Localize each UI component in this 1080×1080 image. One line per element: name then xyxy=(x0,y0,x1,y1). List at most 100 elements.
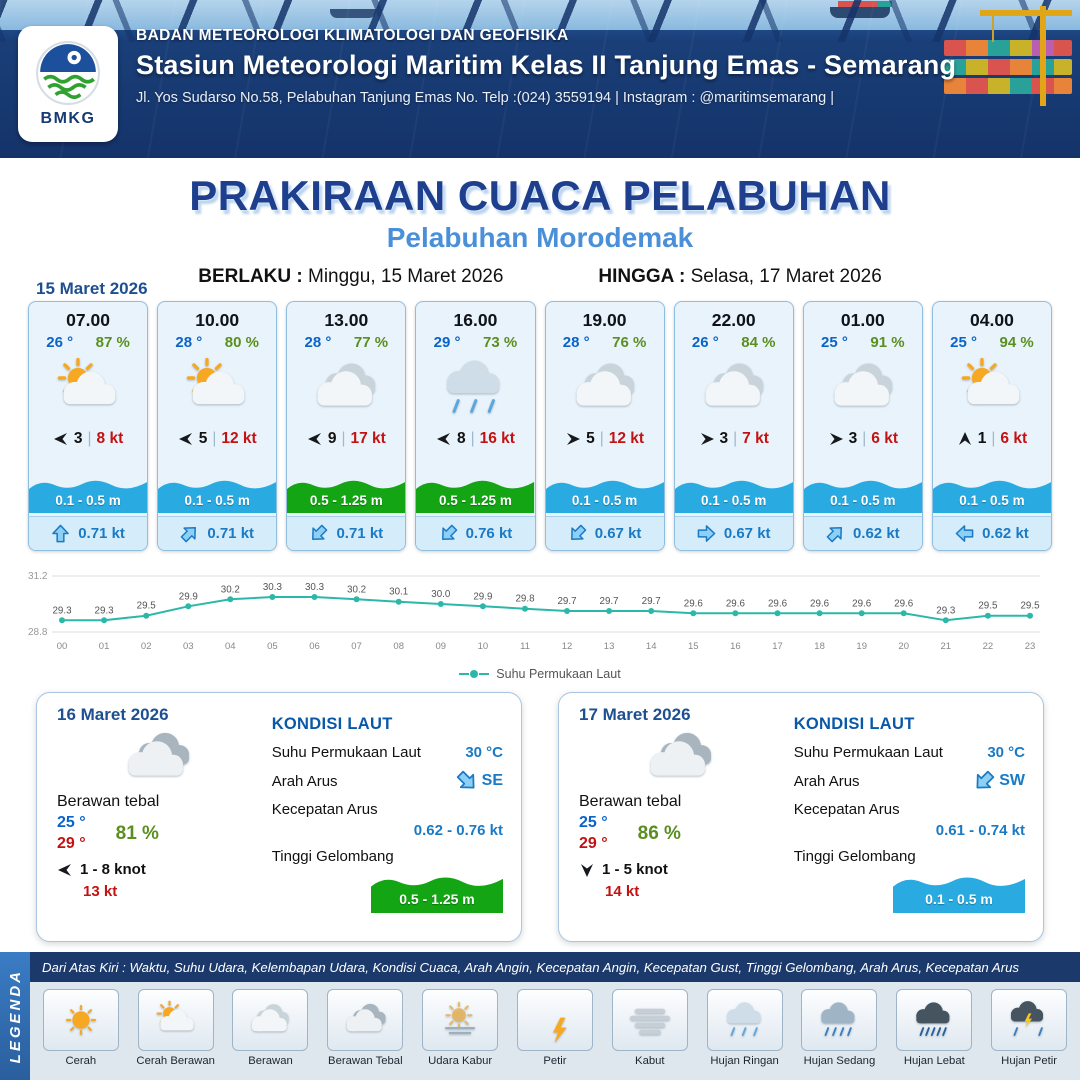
air-temperature: 26 ° xyxy=(46,334,74,351)
humidity: 86 % xyxy=(637,822,681,844)
legend-item: Petir xyxy=(511,989,599,1067)
legend-label: Cerah Berawan xyxy=(136,1055,215,1067)
daily-cards-row: 16 Maret 2026 Berawan tebal 25 ° 29 ° 81 … xyxy=(36,692,1044,942)
svg-text:08: 08 xyxy=(393,641,404,652)
svg-text:12: 12 xyxy=(562,641,573,652)
current-direction-icon xyxy=(697,525,716,542)
valid-to: HINGGA : Selasa, 17 Maret 2026 xyxy=(598,266,881,288)
legend-label: Kabut xyxy=(635,1055,665,1067)
legend-item: Hujan Petir xyxy=(985,989,1073,1067)
air-temperature: 25 ° xyxy=(950,334,977,351)
legend-item: Hujan Sedang xyxy=(795,989,883,1067)
current-direction-icon xyxy=(456,770,475,789)
svg-text:29.7: 29.7 xyxy=(600,596,619,607)
wind-speed: 8 xyxy=(456,430,466,447)
forecast-card: 04.00 25 ° 94 % 1 | 6 kt 0.1 - 0.5 m 0.62 k… xyxy=(931,301,1052,551)
wave-icon xyxy=(416,480,535,513)
sea-condition-title: KONDISI LAUT xyxy=(271,715,393,733)
legend-icon-cerah-berawan xyxy=(137,989,214,1051)
current-dir-value: SW xyxy=(973,770,1025,792)
daily-condition: Berawan tebal xyxy=(57,793,160,810)
bmkg-logo-text: BMKG xyxy=(40,110,96,127)
wave-height-band: 0.1 - 0.5 m xyxy=(158,473,277,513)
legend-icon-hujan-ringan xyxy=(706,989,783,1051)
current-direction-icon xyxy=(181,527,197,543)
legend-label: Berawan xyxy=(248,1055,293,1067)
hingga-value: Selasa, 17 Maret 2026 xyxy=(690,266,882,287)
svg-text:29.5: 29.5 xyxy=(1020,601,1040,612)
wave-icon xyxy=(371,877,503,913)
legend-item: Kabut xyxy=(606,989,694,1067)
bmkg-logo: BMKG xyxy=(18,26,118,142)
legend-icon-berawan xyxy=(232,989,309,1051)
wind-direction-icon xyxy=(53,433,67,445)
wave-height-band: 0.5 - 1.25 m xyxy=(416,473,535,513)
wind-speed: 3 xyxy=(719,430,729,447)
wave-icon xyxy=(29,480,148,513)
wind-speed: 5 xyxy=(198,430,208,447)
weather-icon-berawan xyxy=(546,351,664,425)
svg-text:30.1: 30.1 xyxy=(389,587,408,598)
forecast-time: 07.00 xyxy=(66,310,110,330)
hingga-label: HINGGA : xyxy=(598,266,686,287)
legend-icon-kabut xyxy=(611,989,688,1051)
svg-text:29.9: 29.9 xyxy=(473,591,492,602)
wind-gust: 13 kt xyxy=(83,883,118,900)
wind-speed: 3 xyxy=(848,430,858,447)
agency-name: BADAN METEOROLOGI KLIMATOLOGI DAN GEOFIS… xyxy=(136,27,569,44)
current-direction-icon xyxy=(955,525,974,542)
legend-item: Berawan Tebal xyxy=(321,989,409,1067)
current-direction-icon xyxy=(976,770,995,789)
weather-icon-berawan xyxy=(804,351,922,425)
humidity: 80 % xyxy=(224,334,259,351)
current-dir-label: Arah Arus xyxy=(271,772,338,790)
wave-icon xyxy=(674,480,793,513)
svg-text:29.7: 29.7 xyxy=(642,596,661,607)
sea-condition-title: KONDISI LAUT xyxy=(793,715,915,733)
wave-height: 0.1 - 0.5 m xyxy=(55,493,121,508)
wind-direction-icon xyxy=(307,433,321,445)
bmkg-logo-icon xyxy=(36,41,100,105)
legend-item: Berawan xyxy=(226,989,314,1067)
station-address: Jl. Yos Sudarso No.58, Pelabuhan Tanjung… xyxy=(136,90,834,106)
legend-label: Hujan Ringan xyxy=(710,1055,779,1067)
current-dir-label: Arah Arus xyxy=(793,772,860,790)
svg-text:29.3: 29.3 xyxy=(52,605,72,616)
wind-row: 1 - 5 knot xyxy=(579,861,780,878)
svg-text:30.2: 30.2 xyxy=(221,584,240,595)
wind-direction-icon xyxy=(567,433,581,445)
wind-speed: 1 xyxy=(977,430,987,447)
svg-text:30.3: 30.3 xyxy=(263,582,283,593)
svg-text:16: 16 xyxy=(730,641,741,652)
legend-label: Hujan Lebat xyxy=(903,1055,965,1067)
current-speed: 0.62 kt xyxy=(982,525,1029,542)
wave-height-band: 0.5 - 1.25 m xyxy=(287,473,406,513)
legend-label: Cerah xyxy=(65,1055,97,1067)
daily-card: 16 Maret 2026 Berawan tebal 25 ° 29 ° 81 … xyxy=(36,692,522,942)
wind-row: 5 | 12 kt xyxy=(546,425,664,453)
current-speed-value: 0.61 - 0.74 kt xyxy=(935,822,1025,839)
sst-label: Suhu Permukaan Laut xyxy=(793,744,943,761)
wave-height: 0.5 - 1.25 m xyxy=(439,493,512,508)
temp-min: 25 ° xyxy=(57,814,86,831)
current-speed: 0.76 kt xyxy=(465,525,513,542)
svg-text:29.5: 29.5 xyxy=(137,601,157,612)
current-dir-value: SE xyxy=(456,770,503,792)
current-speed-value: 0.62 - 0.76 kt xyxy=(413,822,503,839)
svg-text:18: 18 xyxy=(814,641,825,652)
svg-text:29.8: 29.8 xyxy=(515,594,535,605)
forecast-time: 16.00 xyxy=(453,310,498,330)
temp-max: 29 ° xyxy=(579,835,608,852)
legend-icon-cerah xyxy=(42,989,119,1051)
svg-text:13: 13 xyxy=(604,641,615,652)
current-row: 0.76 kt xyxy=(416,516,535,550)
current-row: 0.71 kt xyxy=(287,516,406,550)
wind-range: 1 - 8 knot xyxy=(80,861,146,878)
humidity: 77 % xyxy=(353,334,389,351)
legend-items-row: Cerah Cerah Berawan Berawan Berawan Teba… xyxy=(30,982,1080,1080)
svg-text:29.3: 29.3 xyxy=(936,605,956,616)
wind-speed: 3 xyxy=(73,430,83,447)
forecast-card: 10.00 28 ° 80 % 5 | 12 kt 0.1 - 0.5 m 0.71 … xyxy=(157,301,278,551)
wave-height: 0.1 - 0.5 m xyxy=(959,493,1025,508)
legend-note: Dari Atas Kiri : Waktu, Suhu Udara, Kele… xyxy=(30,952,1080,982)
